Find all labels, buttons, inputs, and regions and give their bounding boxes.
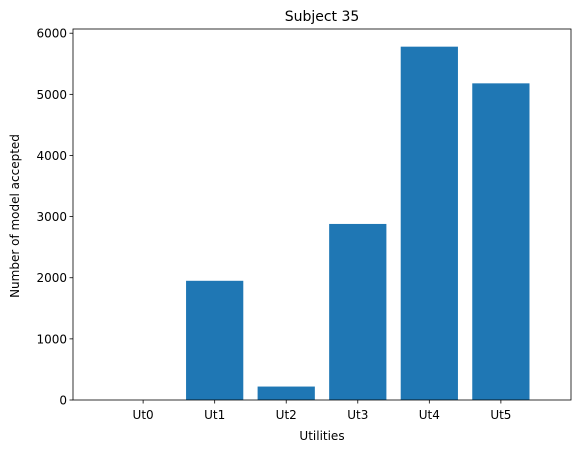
x-tick-label: Ut4: [419, 408, 440, 422]
chart-title: Subject 35: [285, 9, 360, 25]
x-tick-label: Ut2: [276, 408, 297, 422]
bar-ut3: [329, 223, 387, 400]
bar-ut5: [472, 83, 530, 401]
x-tick-label: Ut5: [490, 408, 511, 422]
bars-group: [186, 46, 530, 401]
y-tick-label: 1000: [36, 332, 67, 346]
x-tick-label: Ut1: [204, 408, 225, 422]
y-tick-label: 6000: [36, 27, 67, 41]
bar-ut2: [257, 386, 315, 400]
y-tick-label: 0: [59, 394, 67, 408]
y-axis-label: Number of model accepted: [8, 134, 22, 298]
x-axis-label: Utilities: [299, 429, 344, 443]
x-tick-label: Ut3: [347, 408, 368, 422]
bar-ut4: [400, 46, 458, 401]
y-tick-label: 4000: [36, 149, 67, 163]
x-axis-ticks: Ut0 Ut1 Ut2 Ut3 Ut4 Ut5: [133, 400, 511, 422]
y-tick-label: 3000: [36, 210, 67, 224]
bar-ut1: [186, 280, 244, 400]
x-tick-label: Ut0: [133, 408, 154, 422]
y-tick-label: 5000: [36, 88, 67, 102]
y-tick-label: 2000: [36, 271, 67, 285]
plot-frame: [72, 28, 572, 401]
y-axis-ticks: 0 1000 2000 3000 4000 5000 6000: [36, 27, 73, 408]
